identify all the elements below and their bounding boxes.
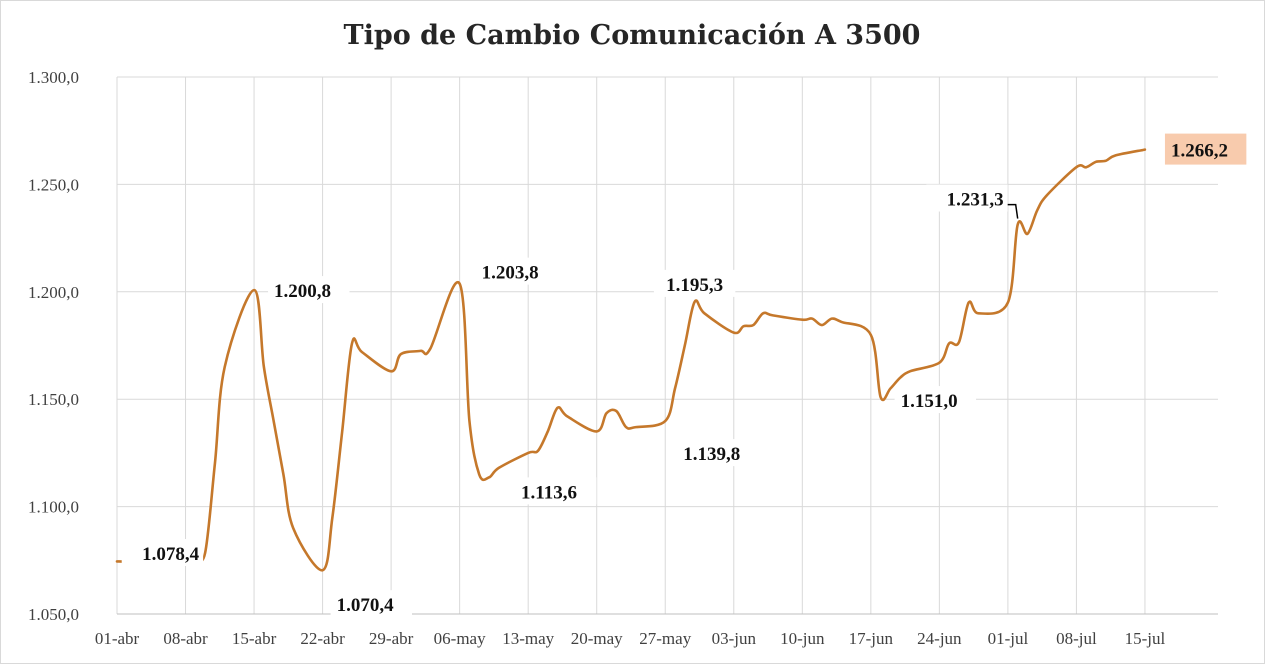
x-tick-label: 24-jun xyxy=(917,629,962,648)
y-axis: 1.050,0 1.100,0 1.150,0 1.200,0 1.250,0 1.300… xyxy=(28,68,79,624)
data-label-bg xyxy=(268,276,350,304)
y-tick-label: 1.300,0 xyxy=(28,68,79,87)
data-label: 1.203,8 xyxy=(482,263,539,284)
y-tick-label: 1.150,0 xyxy=(28,390,79,409)
data-label-bg xyxy=(653,269,736,297)
x-tick-label: 06-may xyxy=(434,629,486,648)
data-label: 1.113,6 xyxy=(521,482,577,503)
data-label: 1.151,0 xyxy=(901,391,958,412)
series-line xyxy=(115,148,1147,572)
highlight-label-bg xyxy=(1164,133,1247,165)
data-label-bg xyxy=(475,257,558,285)
data-label-bg xyxy=(121,538,204,566)
data-label: 1.139,8 xyxy=(683,444,740,465)
y-tick-label: 1.250,0 xyxy=(28,175,79,194)
series-line-group xyxy=(115,148,1147,572)
x-tick-label: 17-jun xyxy=(849,629,894,648)
y-tick-label: 1.050,0 xyxy=(28,605,79,624)
x-tick-label: 01-abr xyxy=(95,629,140,648)
x-tick-label: 08-abr xyxy=(163,629,208,648)
x-tick-label: 15-abr xyxy=(232,629,277,648)
x-tick-label: 29-abr xyxy=(369,629,414,648)
data-label: 1.078,4 xyxy=(142,544,200,565)
data-label: 1.266,2 xyxy=(1171,141,1228,162)
y-tick-label: 1.100,0 xyxy=(28,498,79,517)
x-tick-label: 13-may xyxy=(502,629,554,648)
x-tick-label: 27-may xyxy=(639,629,691,648)
x-tick-label: 15-jul xyxy=(1125,629,1166,648)
data-label: 1.200,8 xyxy=(274,281,331,302)
data-label-bg xyxy=(926,184,1008,212)
x-axis: 01-abr 08-abr 15-abr 22-abr 29-abr 06-may 13-m… xyxy=(95,613,1218,648)
data-label-bg xyxy=(677,439,759,467)
data-label-bg xyxy=(330,590,412,618)
leader-line xyxy=(1007,203,1019,219)
data-label: 1.070,4 xyxy=(337,595,395,616)
data-label: 1.231,3 xyxy=(947,190,1004,211)
data-labels: 1.200,8 1.078,4 1.070,4 1.203,8 1.113,6 1.195… xyxy=(121,133,1247,618)
y-tick-label: 1.200,0 xyxy=(28,283,79,302)
gridlines xyxy=(116,76,1218,615)
data-label-bg xyxy=(894,386,977,414)
data-label-bg xyxy=(515,477,597,505)
x-tick-label: 08-jul xyxy=(1056,629,1097,648)
x-tick-label: 01-jul xyxy=(988,629,1029,648)
chart-title: Tipo de Cambio Comunicación A 3500 xyxy=(344,20,921,51)
x-tick-label: 20-may xyxy=(571,629,623,648)
x-tick-label: 03-jun xyxy=(712,629,757,648)
x-tick-label: 22-abr xyxy=(300,629,345,648)
data-label: 1.195,3 xyxy=(666,275,723,296)
x-tick-label: 10-jun xyxy=(780,629,825,648)
